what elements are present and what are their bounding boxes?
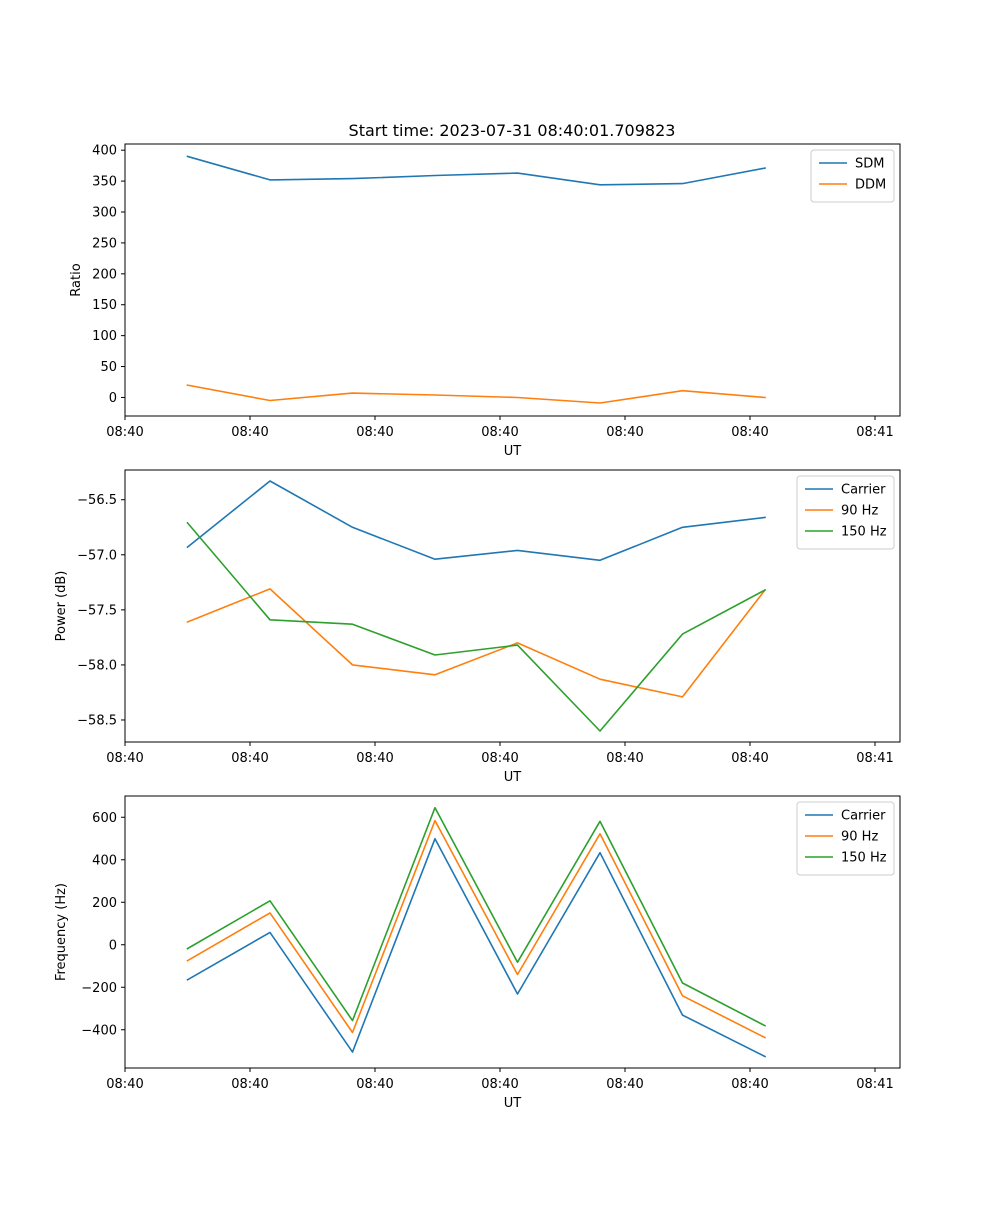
power-x-tick-label: 08:40	[606, 751, 643, 766]
frequency-x-tick-label: 08:40	[731, 1077, 768, 1092]
power-x-tick-label: 08:40	[731, 751, 768, 766]
frequency-series-line-90-hz	[186, 819, 767, 1039]
power-x-tick-label: 08:40	[481, 751, 518, 766]
power-x-axis-label: UT	[504, 770, 522, 785]
ratio-x-tick-label: 08:40	[731, 425, 768, 440]
frequency-y-tick-label: 400	[92, 853, 117, 868]
frequency-x-tick-label: 08:40	[231, 1077, 268, 1092]
power-y-tick-label: −56.5	[77, 493, 117, 508]
ratio-y-axis-label: Ratio	[69, 263, 84, 296]
power-x-tick-label: 08:40	[231, 751, 268, 766]
power-series-line-90-hz	[186, 588, 767, 698]
power-x-tick-label: 08:41	[856, 751, 893, 766]
power-series-line-150-hz	[186, 521, 767, 732]
power-legend: Carrier 90 Hz 150 Hz	[796, 475, 895, 550]
ratio-y-tick-label: 300	[92, 206, 117, 221]
frequency-y-tick-label: 0	[109, 938, 117, 953]
ratio-legend-label: DDM	[855, 178, 886, 193]
frequency-x-tick-label: 08:40	[106, 1077, 143, 1092]
power-x-tick-label: 08:40	[106, 751, 143, 766]
frequency-x-tick-label: 08:41	[856, 1077, 893, 1092]
ratio-x-tick-label: 08:41	[856, 425, 893, 440]
frequency-x-axis-label: UT	[504, 1096, 522, 1111]
frequency-x-tick-label: 08:40	[481, 1077, 518, 1092]
frequency-x-tick-label: 08:40	[606, 1077, 643, 1092]
frequency-series-line-150-hz	[186, 806, 767, 1027]
frequency-y-axis-label: Frequency (Hz)	[54, 883, 69, 981]
frequency-axes-frame	[124, 795, 901, 1069]
frequency-legend-label: 150 Hz	[841, 851, 887, 866]
ratio-y-tick-label: 150	[92, 298, 117, 313]
ratio-y-tick-label: 350	[92, 175, 117, 190]
frequency-legend-label: 90 Hz	[841, 830, 878, 845]
frequency-x-tick-label: 08:40	[356, 1077, 393, 1092]
ratio-y-tick-label: 100	[92, 329, 117, 344]
power-legend-label: Carrier	[841, 483, 886, 498]
figure-title: Start time: 2023-07-31 08:40:01.709823	[349, 121, 676, 140]
frequency-y-tick-label: 200	[92, 896, 117, 911]
ratio-x-tick-label: 08:40	[356, 425, 393, 440]
ratio-x-tick-label: 08:40	[231, 425, 268, 440]
frequency-series-line-carrier	[186, 837, 767, 1058]
ratio-y-tick-label: 400	[92, 144, 117, 159]
power-legend-label: 90 Hz	[841, 504, 878, 519]
frequency-y-tick-label: −400	[81, 1023, 117, 1038]
ratio-y-tick-label: 0	[109, 391, 117, 406]
panel-frequency: 08:40 08:40 08:40 08:40 08:40 08:40 08:41 −400 −…	[54, 795, 901, 1111]
ratio-x-tick-label: 08:40	[606, 425, 643, 440]
ratio-axes-frame	[124, 143, 901, 417]
power-y-tick-label: −58.5	[77, 713, 117, 728]
power-y-tick-label: −57.0	[77, 548, 117, 563]
ratio-y-tick-label: 200	[92, 267, 117, 282]
ratio-x-tick-label: 08:40	[481, 425, 518, 440]
panel-power: 08:40 08:40 08:40 08:40 08:40 08:40 08:41 −58.5…	[54, 469, 901, 785]
ratio-legend-label: SDM	[855, 157, 884, 172]
frequency-y-tick-label: 600	[92, 811, 117, 826]
power-y-axis-label: Power (dB)	[54, 571, 69, 642]
power-series-line-carrier	[186, 480, 766, 562]
ratio-legend: SDM DDM	[810, 149, 895, 203]
power-x-tick-label: 08:40	[356, 751, 393, 766]
frequency-y-tick-label: −200	[81, 981, 117, 996]
ratio-y-tick-label: 50	[100, 360, 117, 375]
ratio-series-line-sdm	[186, 155, 766, 186]
panel-ratio: 08:40 08:40 08:40 08:40 08:40 08:40 08:41 0 50 10…	[69, 143, 901, 459]
ratio-series-line-ddm	[186, 384, 766, 404]
ratio-x-tick-label: 08:40	[106, 425, 143, 440]
power-legend-label: 150 Hz	[841, 525, 887, 540]
ratio-y-tick-label: 250	[92, 236, 117, 251]
power-axes-frame	[124, 469, 901, 743]
ratio-x-axis-label: UT	[504, 444, 522, 459]
power-y-tick-label: −58.0	[77, 658, 117, 673]
frequency-legend-label: Carrier	[841, 809, 886, 824]
power-y-tick-label: −57.5	[77, 603, 117, 618]
frequency-legend: Carrier 90 Hz 150 Hz	[796, 801, 895, 876]
